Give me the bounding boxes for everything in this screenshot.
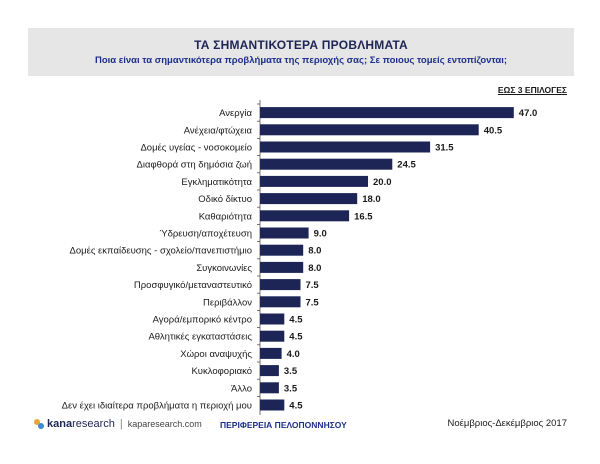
bar [260,313,285,325]
logo-url: kaparesearch.com [127,419,202,429]
kapa-research-logo: kana research | kaparesearch.com [34,418,202,430]
data-label: 3.5 [284,383,298,394]
data-label: 4.5 [289,315,303,326]
survey-date: Νοέμβριος-Δεκέμβριος 2017 [447,418,567,429]
category-label: Ύδρευση/αποχέτευση [159,229,252,240]
selection-note: ΕΩΣ 3 ΕΠΙΛΟΓΕΣ [497,85,567,95]
category-label: Καθαριότητα [199,211,253,222]
category-label: Δομές υγείας - νοσοκομείο [140,143,252,154]
logo-mark-icon [34,419,44,429]
data-label: 3.5 [284,366,298,377]
data-label: 31.5 [435,143,454,154]
bar [260,175,368,187]
category-label: Αγορά/εμπορικό κέντρο [153,315,252,326]
bar [260,244,304,256]
bar [260,107,514,119]
category-label: Ανέχεια/φτώχεια [184,125,253,136]
bar [260,347,282,359]
data-label: 4.5 [289,401,303,412]
category-label: Ανεργία [219,108,252,119]
data-label: 18.0 [362,194,381,205]
category-label: Περιβάλλον [203,297,252,308]
category-label: Διαφθορά στη δημόσια ζωή [137,160,252,171]
category-label: Εγκληματικότητα [181,177,252,188]
bar [260,399,285,411]
category-label: Συγκοινωνίες [196,263,252,274]
data-label: 8.0 [308,246,321,257]
logo-research-text: research [72,418,115,430]
data-label: 24.5 [397,160,416,171]
category-label: Χώροι αναψυχής [180,349,252,360]
category-label: Δεν έχει ιδιαίτερα προβλήματα η περιοχή … [62,401,252,412]
bar [260,193,358,205]
category-label: Άλλο [231,383,252,394]
data-label: 4.5 [289,332,303,343]
data-label: 20.0 [373,177,392,188]
data-label: 4.0 [287,349,300,360]
bar [260,279,301,291]
bar [260,227,309,239]
bar [260,210,350,222]
logo-separator: | [119,418,123,430]
data-label: 9.0 [314,229,327,240]
data-label: 7.5 [306,297,320,308]
data-label: 8.0 [308,263,321,274]
bar [260,261,304,273]
data-label: 16.5 [354,211,373,222]
bar [260,382,279,394]
bar [260,141,431,153]
bar [260,124,479,136]
data-label: 7.5 [306,280,320,291]
category-label: Δομές εκπαίδευσης - σχολείο/πανεπιστήμιο [70,246,253,257]
bar [260,296,301,308]
bar [260,365,279,377]
header-band [28,28,574,76]
category-label: Προσφυγικό/μεταναστευτικό [134,280,252,291]
category-label: Οδικό δίκτυο [198,194,252,205]
data-label: 40.5 [484,125,503,136]
region-label: ΠΕΡΙΦΕΡΕΙΑ ΠΕΛΟΠΟΝΝΗΣΟΥ [220,420,347,430]
bar [260,158,393,170]
chart-title: ΤΑ ΣΗΜΑΝΤΙΚΟΤΕΡΑ ΠΡΟΒΛΗΜΑΤΑ [194,38,408,52]
chart-subtitle: Ποια είναι τα σημαντικότερα προβλήματα τ… [94,55,508,66]
bar-chart: Ανεργία 47.0 Ανέχεια/φτώχεια 40.5 Δομές υγεί… [62,100,538,415]
category-label: Αθλητικές εγκαταστάσεις [148,332,252,343]
data-label: 47.0 [519,108,538,119]
logo-kana-text: kana [47,418,73,430]
category-label: Κυκλοφοριακό [191,366,252,377]
bar [260,330,285,342]
